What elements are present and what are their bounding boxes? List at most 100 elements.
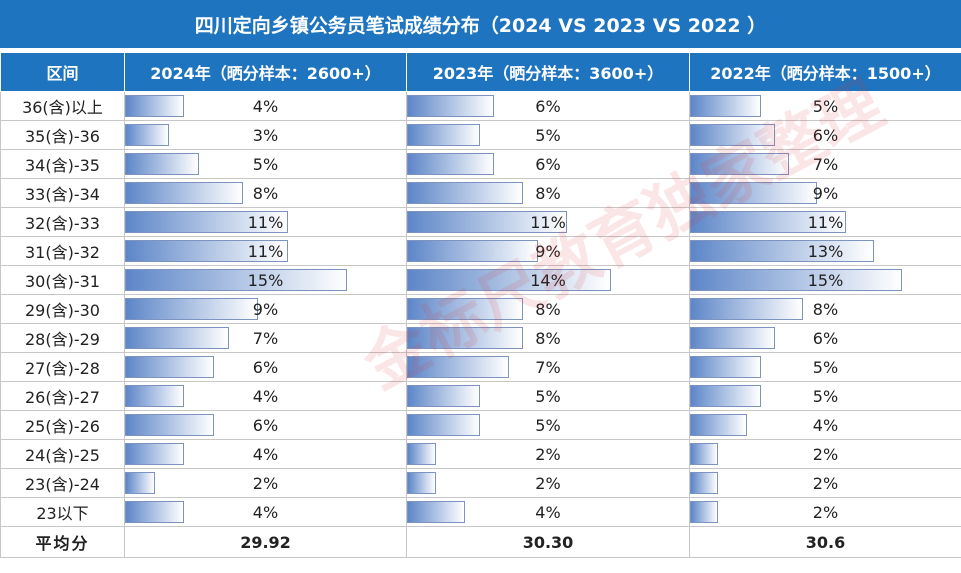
header-row: 区间 2024年（晒分样本：2600+） 2023年（晒分样本：3600+） 2… bbox=[0, 52, 961, 92]
percent-value: 2% bbox=[535, 473, 561, 493]
percent-value: 8% bbox=[252, 183, 279, 203]
table-row: 23(含)-24 2% 2% 2% bbox=[0, 468, 961, 498]
percent-value: 4% bbox=[252, 386, 279, 406]
average-2023: 30.30 bbox=[406, 526, 690, 558]
percent-value: 11% bbox=[247, 241, 284, 261]
percent-bar bbox=[407, 153, 495, 175]
percent-bar bbox=[690, 211, 846, 233]
percent-bar bbox=[690, 182, 818, 204]
percent-bar bbox=[125, 95, 185, 117]
percent-cell-2022: 5% bbox=[689, 381, 961, 411]
percent-cell-2022: 5% bbox=[689, 91, 961, 121]
table-row: 27(含)-28 6% 7% 5% bbox=[0, 352, 961, 382]
percent-cell-2023: 2% bbox=[406, 439, 690, 469]
percent-bar bbox=[125, 153, 199, 175]
percent-cell-2022: 11% bbox=[689, 207, 961, 237]
percent-cell-2024: 3% bbox=[124, 120, 407, 150]
percent-cell-2022: 7% bbox=[689, 149, 961, 179]
percent-cell-2023: 9% bbox=[406, 236, 690, 266]
percent-cell-2024: 11% bbox=[124, 207, 407, 237]
percent-cell-2022: 2% bbox=[689, 439, 961, 469]
range-label: 32(含)-33 bbox=[0, 207, 125, 237]
percent-cell-2023: 6% bbox=[406, 149, 690, 179]
percent-bar bbox=[407, 298, 524, 320]
range-label: 30(含)-31 bbox=[0, 265, 125, 295]
percent-cell-2024: 8% bbox=[124, 178, 407, 208]
percent-cell-2023: 4% bbox=[406, 497, 690, 527]
percent-value: 7% bbox=[812, 154, 839, 174]
percent-bar bbox=[407, 269, 611, 291]
percent-bar bbox=[690, 95, 761, 117]
average-2022: 30.6 bbox=[689, 526, 961, 558]
percent-bar bbox=[125, 385, 185, 407]
percent-bar bbox=[125, 240, 288, 262]
percent-bar bbox=[690, 240, 874, 262]
percent-cell-2024: 6% bbox=[124, 410, 407, 440]
percent-value: 8% bbox=[812, 299, 839, 319]
percent-cell-2023: 5% bbox=[406, 410, 690, 440]
percent-bar bbox=[690, 124, 775, 146]
percent-cell-2022: 6% bbox=[689, 120, 961, 150]
percent-bar bbox=[690, 153, 789, 175]
table-row: 33(含)-34 8% 8% 9% bbox=[0, 178, 961, 208]
percent-value: 6% bbox=[535, 154, 561, 174]
percent-value: 5% bbox=[812, 357, 839, 377]
percent-bar bbox=[125, 443, 185, 465]
percent-bar bbox=[407, 211, 567, 233]
percent-value: 6% bbox=[252, 415, 279, 435]
table-row: 26(含)-27 4% 5% 5% bbox=[0, 381, 961, 411]
range-label: 33(含)-34 bbox=[0, 178, 125, 208]
percent-value: 5% bbox=[535, 125, 561, 145]
range-label: 29(含)-30 bbox=[0, 294, 125, 324]
percent-value: 5% bbox=[812, 96, 839, 116]
header-2023: 2023年（晒分样本：3600+） bbox=[406, 52, 690, 92]
percent-cell-2022: 2% bbox=[689, 497, 961, 527]
percent-bar bbox=[407, 356, 509, 378]
percent-bar bbox=[125, 298, 259, 320]
percent-cell-2024: 7% bbox=[124, 323, 407, 353]
percent-cell-2024: 4% bbox=[124, 381, 407, 411]
percent-value: 11% bbox=[530, 212, 566, 232]
table-row: 34(含)-35 5% 6% 7% bbox=[0, 149, 961, 179]
table-row: 23以下 4% 4% 2% bbox=[0, 497, 961, 527]
range-label: 34(含)-35 bbox=[0, 149, 125, 179]
percent-cell-2024: 4% bbox=[124, 497, 407, 527]
percent-cell-2023: 14% bbox=[406, 265, 690, 295]
range-label: 35(含)-36 bbox=[0, 120, 125, 150]
percent-bar bbox=[125, 124, 170, 146]
percent-bar bbox=[690, 269, 902, 291]
average-row: 平均分 29.92 30.30 30.6 bbox=[0, 526, 961, 558]
percent-bar bbox=[690, 501, 719, 523]
percent-bar bbox=[407, 501, 466, 523]
table-row: 28(含)-29 7% 8% 6% bbox=[0, 323, 961, 353]
range-label: 25(含)-26 bbox=[0, 410, 125, 440]
percent-value: 5% bbox=[812, 386, 839, 406]
percent-bar bbox=[125, 501, 185, 523]
table-row: 35(含)-36 3% 5% 6% bbox=[0, 120, 961, 150]
percent-value: 11% bbox=[247, 212, 284, 232]
percent-value: 7% bbox=[535, 357, 561, 377]
header-2024: 2024年（晒分样本：2600+） bbox=[124, 52, 407, 92]
percent-cell-2024: 15% bbox=[124, 265, 407, 295]
percent-bar bbox=[407, 182, 524, 204]
percent-value: 2% bbox=[252, 473, 279, 493]
percent-bar bbox=[407, 327, 524, 349]
percent-bar bbox=[407, 240, 538, 262]
percent-value: 2% bbox=[535, 444, 561, 464]
percent-cell-2023: 8% bbox=[406, 323, 690, 353]
percent-cell-2023: 8% bbox=[406, 294, 690, 324]
percent-cell-2022: 8% bbox=[689, 294, 961, 324]
percent-cell-2023: 2% bbox=[406, 468, 690, 498]
percent-value: 6% bbox=[812, 328, 839, 348]
percent-value: 5% bbox=[535, 386, 561, 406]
percent-value: 8% bbox=[535, 299, 561, 319]
percent-bar bbox=[125, 472, 155, 494]
percent-value: 2% bbox=[812, 473, 839, 493]
percent-cell-2023: 5% bbox=[406, 381, 690, 411]
range-label: 23以下 bbox=[0, 497, 125, 527]
percent-value: 6% bbox=[535, 96, 561, 116]
percent-cell-2024: 4% bbox=[124, 439, 407, 469]
table-row: 25(含)-26 6% 5% 4% bbox=[0, 410, 961, 440]
percent-cell-2024: 9% bbox=[124, 294, 407, 324]
percent-value: 2% bbox=[812, 502, 839, 522]
